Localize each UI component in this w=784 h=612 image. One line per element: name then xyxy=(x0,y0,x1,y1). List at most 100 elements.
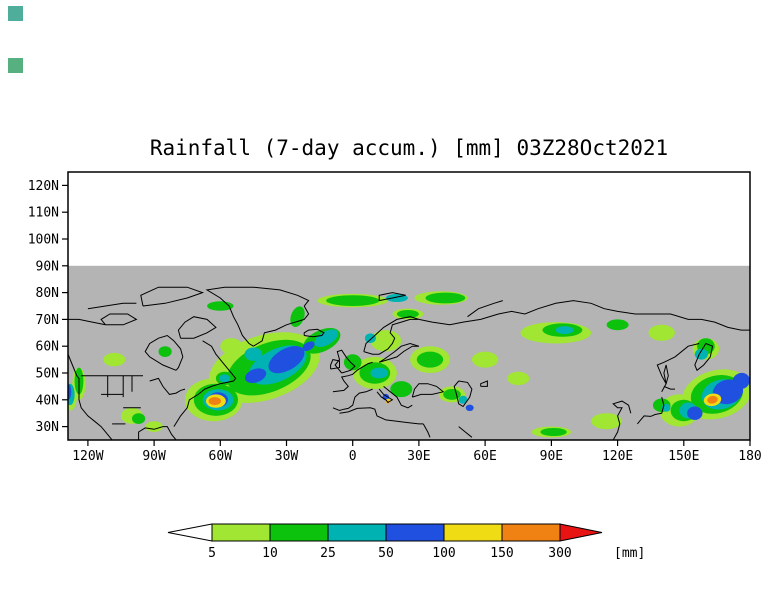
rain-patch xyxy=(458,395,468,404)
colorbar-segment xyxy=(443,523,503,542)
coastline xyxy=(303,328,325,338)
y-tick-label: 70N xyxy=(36,313,59,328)
coastline xyxy=(376,388,394,404)
rain-patch xyxy=(648,324,675,341)
rain-patch xyxy=(390,381,413,398)
rain-patch xyxy=(219,374,231,383)
rain-patch xyxy=(245,368,267,384)
rain-patch xyxy=(302,341,315,351)
rain-patch xyxy=(244,347,263,361)
x-tick-label: 30E xyxy=(407,449,430,464)
colorbar-segment xyxy=(269,523,329,542)
colorbar-level-label: 10 xyxy=(262,546,278,561)
rain-patch xyxy=(290,306,305,328)
rain-patch xyxy=(68,383,72,400)
x-tick-label: 30W xyxy=(275,449,299,464)
rain-patch xyxy=(132,413,146,424)
rain-patch xyxy=(416,351,444,368)
coastline xyxy=(330,359,340,370)
colorbar-below-arrow xyxy=(167,523,213,542)
coastline xyxy=(378,342,420,363)
colorbar-segment xyxy=(327,523,387,542)
y-tick-label: 60N xyxy=(36,340,59,355)
rain-patch xyxy=(540,428,567,436)
rain-patch xyxy=(314,329,339,347)
rain-patch xyxy=(707,395,718,404)
colorbar-level-label: 50 xyxy=(378,546,394,561)
coastline xyxy=(68,354,113,440)
coastline xyxy=(694,342,714,372)
colorbar-level-label: 150 xyxy=(490,546,513,561)
coastline xyxy=(458,426,473,438)
rain-patch xyxy=(555,326,574,335)
coastline xyxy=(138,426,177,440)
coastline xyxy=(205,286,310,347)
rain-patch xyxy=(268,346,305,374)
coastline xyxy=(637,396,665,425)
rain-patch xyxy=(507,371,530,386)
window-artifact-bottom xyxy=(8,58,23,73)
x-tick-label: 150E xyxy=(668,449,699,464)
x-tick-label: 180 xyxy=(738,449,761,464)
rain-patch xyxy=(465,404,474,411)
rain-patch xyxy=(158,346,172,357)
coastline xyxy=(383,386,413,409)
x-tick-label: 90E xyxy=(540,449,563,464)
coastline xyxy=(422,423,431,438)
coastline xyxy=(339,407,424,425)
colorbar-level-label: 25 xyxy=(320,546,336,561)
rain-patch xyxy=(370,330,402,352)
rain-patch xyxy=(343,354,362,371)
colorbar-level-label: 100 xyxy=(432,546,455,561)
y-tick-label: 50N xyxy=(36,367,59,382)
coastline xyxy=(149,377,186,395)
colorbar-above-arrow xyxy=(559,523,603,542)
y-tick-label: 90N xyxy=(36,259,59,274)
y-tick-label: 80N xyxy=(36,286,59,301)
coastline xyxy=(173,340,237,427)
coastline xyxy=(332,388,373,412)
y-tick-label: 100N xyxy=(28,233,59,248)
rain-patch xyxy=(364,333,376,343)
rain-patch xyxy=(425,292,466,304)
coastline xyxy=(467,300,503,318)
y-tick-label: 30N xyxy=(36,420,59,435)
y-tick-label: 120N xyxy=(28,179,59,194)
coastline xyxy=(612,400,632,440)
coastline xyxy=(334,349,356,374)
rain-patch xyxy=(326,295,380,306)
rain-patch xyxy=(145,421,163,432)
coastline xyxy=(87,302,137,310)
chart-title: Rainfall (7-day accum.) [mm] 03Z28Oct202… xyxy=(149,136,669,160)
map-frame xyxy=(67,171,751,441)
x-tick-label: 120W xyxy=(72,449,103,464)
x-tick-label: 90W xyxy=(142,449,166,464)
colorbar-level-label: 300 xyxy=(548,546,571,561)
rain-patch xyxy=(370,367,388,379)
coastline xyxy=(663,364,669,384)
colorbar-level-label: 5 xyxy=(208,546,216,561)
coastline xyxy=(140,286,205,307)
coastline xyxy=(363,316,420,355)
colorbar: 5 10 25 50 100 150 300 [mm] xyxy=(167,523,645,561)
coastline xyxy=(480,380,488,387)
y-tick-label: 110N xyxy=(28,206,59,221)
colorbar-segment xyxy=(385,523,445,542)
coastline xyxy=(100,313,138,326)
rain-patch xyxy=(732,372,750,390)
x-tick-label: 120E xyxy=(602,449,633,464)
rain-patch xyxy=(606,319,629,331)
coastline xyxy=(663,385,675,390)
coastline xyxy=(68,318,106,326)
rain-patch xyxy=(396,310,419,318)
coastline xyxy=(453,380,473,408)
rain-patch xyxy=(208,397,221,406)
coastline xyxy=(177,316,217,339)
coastlines xyxy=(68,286,750,440)
rain-patch xyxy=(471,351,499,368)
coastline xyxy=(144,334,184,371)
colorbar-unit-label: [mm] xyxy=(614,546,645,561)
window-artifact-top xyxy=(8,6,23,21)
